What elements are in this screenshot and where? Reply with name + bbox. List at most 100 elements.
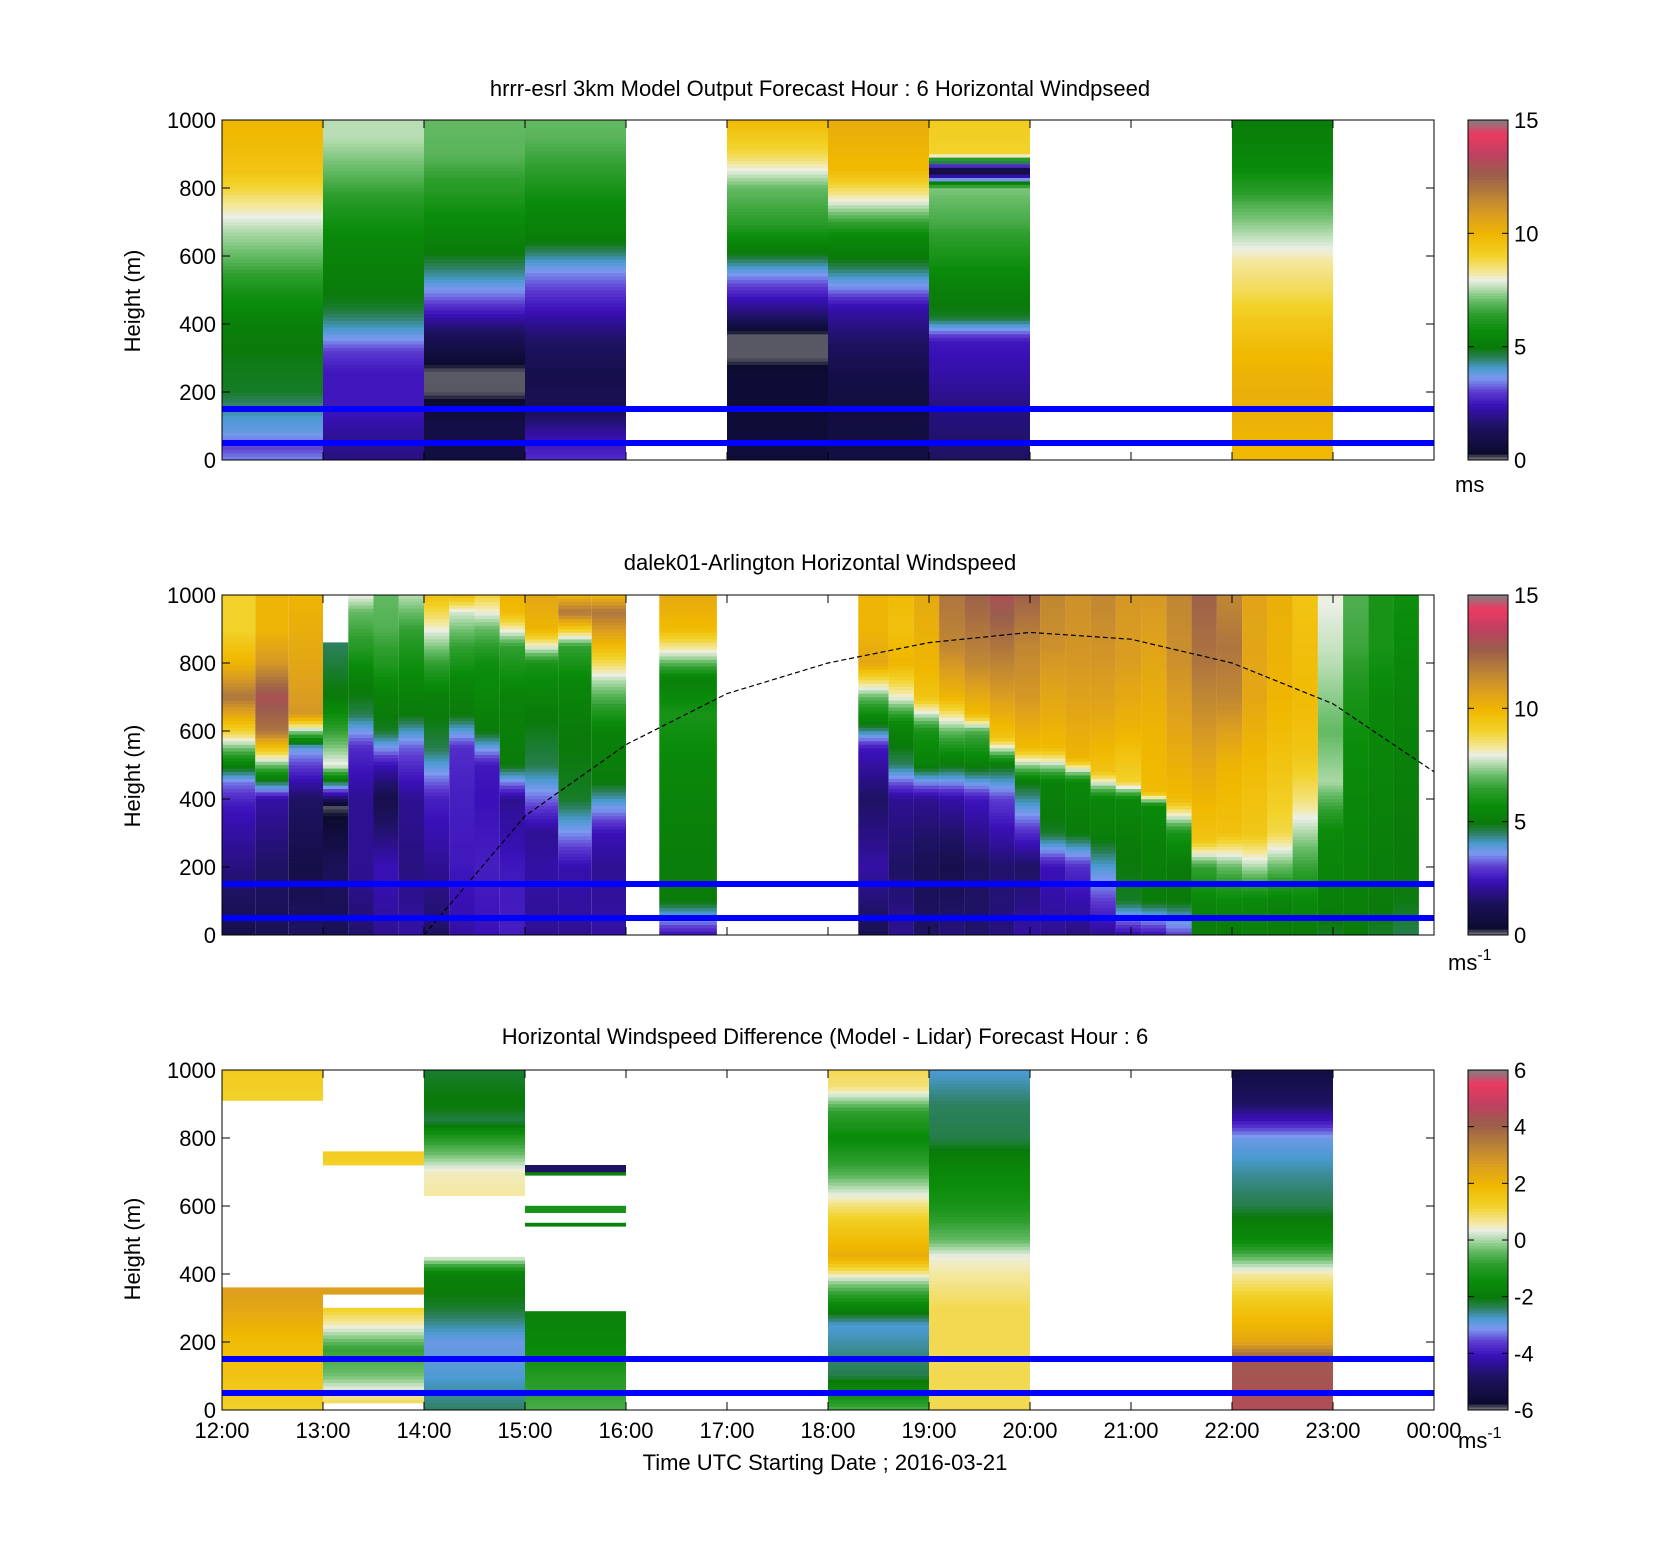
lidar-cell <box>913 931 940 935</box>
lidar-cell <box>1343 601 1369 606</box>
model-cell <box>1232 177 1333 182</box>
lidar-cell <box>288 928 323 932</box>
model-cell <box>828 232 929 236</box>
lidar-cell <box>964 598 990 602</box>
lidar-cell <box>373 686 399 691</box>
lidar-cell <box>1115 618 1142 623</box>
lidar-cell <box>1115 768 1142 772</box>
lidar-cell <box>474 890 500 895</box>
lidar-cell <box>288 812 323 817</box>
lidar-cell <box>474 717 500 721</box>
model-cell <box>1232 327 1333 331</box>
lidar-cell <box>888 659 914 664</box>
lidar-cell <box>348 727 374 732</box>
lidar-cell <box>659 703 717 708</box>
lidar-cell <box>255 798 289 803</box>
model-cell <box>828 429 929 433</box>
model-cell <box>828 235 929 240</box>
lidar-cell <box>255 662 289 667</box>
colorbar-cell <box>1468 875 1508 879</box>
colorbar-cell <box>1468 272 1508 277</box>
colorbar-cell <box>1468 128 1508 132</box>
difference-cell <box>323 1345 424 1349</box>
lidar-cell <box>525 710 559 715</box>
lidar-cell <box>659 645 717 650</box>
lidar-cell <box>474 730 500 735</box>
lidar-cell <box>1317 775 1344 779</box>
lidar-cell <box>659 768 717 772</box>
lidar-cell <box>1242 611 1268 616</box>
lidar-cell <box>499 809 526 813</box>
lidar-cell <box>964 754 990 759</box>
lidar-cell <box>1191 761 1217 766</box>
lidar-cell <box>1216 846 1243 851</box>
lidar-cell <box>1191 890 1217 895</box>
model-cell <box>929 419 1030 423</box>
lidar-cell <box>323 703 349 708</box>
lidar-cell <box>1191 730 1217 735</box>
lidar-cell <box>858 693 889 698</box>
lidar-cell <box>323 894 349 898</box>
model-cell <box>727 133 828 138</box>
lidar-cell <box>1368 635 1394 640</box>
lidar-cell <box>888 632 914 636</box>
lidar-cell <box>525 669 559 674</box>
lidar-cell <box>398 856 425 861</box>
model-cell <box>828 317 929 321</box>
colorbar-cell <box>1468 807 1508 811</box>
lidar-cell <box>888 785 914 789</box>
lidar-cell <box>888 877 914 881</box>
model-cell <box>929 317 1030 321</box>
lidar-cell <box>558 628 592 633</box>
model-cell <box>727 221 828 226</box>
model-cell <box>323 351 424 355</box>
model-cell <box>424 296 525 301</box>
lidar-cell <box>1014 897 1041 902</box>
lidar-cell <box>1065 897 1091 902</box>
lidar-cell <box>1166 737 1192 742</box>
lidar-cell <box>348 928 374 932</box>
lidar-cell <box>1343 856 1369 861</box>
lidar-cell <box>591 727 626 732</box>
lidar-cell <box>449 635 475 640</box>
lidar-cell <box>591 778 626 783</box>
lidar-cell <box>1141 860 1167 864</box>
lidar-cell <box>1166 720 1192 725</box>
lidar-cell <box>499 866 526 871</box>
colorbar-cell <box>1468 844 1508 848</box>
colorbar-cell <box>1468 391 1508 396</box>
lidar-cell <box>913 900 940 905</box>
lidar-cell <box>989 832 1015 837</box>
lidar-cell <box>288 747 323 752</box>
lidar-cell <box>1343 870 1369 874</box>
lidar-cell <box>1115 839 1142 844</box>
model-cell <box>727 262 828 267</box>
model-cell <box>323 147 424 151</box>
lidar-cell <box>474 924 500 929</box>
lidar-cell <box>1166 815 1192 820</box>
lidar-cell <box>913 754 940 759</box>
lidar-cell <box>1090 849 1116 854</box>
lidar-cell <box>474 900 500 905</box>
lidar-cell <box>1191 686 1217 691</box>
lidar-cell <box>1317 741 1344 745</box>
lidar-cell <box>499 795 526 800</box>
lidar-cell <box>373 751 399 755</box>
difference-cell <box>222 1324 323 1329</box>
lidar-cell <box>989 744 1015 749</box>
lidar-cell <box>558 720 592 725</box>
model-cell <box>727 395 828 399</box>
lidar-cell <box>222 611 256 616</box>
lidar-cell <box>939 632 965 636</box>
lidar-cell <box>964 826 990 830</box>
lidar-cell <box>424 741 450 745</box>
lidar-cell <box>1141 863 1167 868</box>
lidar-cell <box>1191 754 1217 759</box>
lidar-cell <box>288 897 323 902</box>
lidar-cell <box>474 931 500 935</box>
lidar-cell <box>591 788 626 793</box>
lidar-cell <box>913 924 940 929</box>
difference-cell <box>222 1406 323 1410</box>
lidar-cell <box>558 928 592 932</box>
lidar-cell <box>525 676 559 681</box>
